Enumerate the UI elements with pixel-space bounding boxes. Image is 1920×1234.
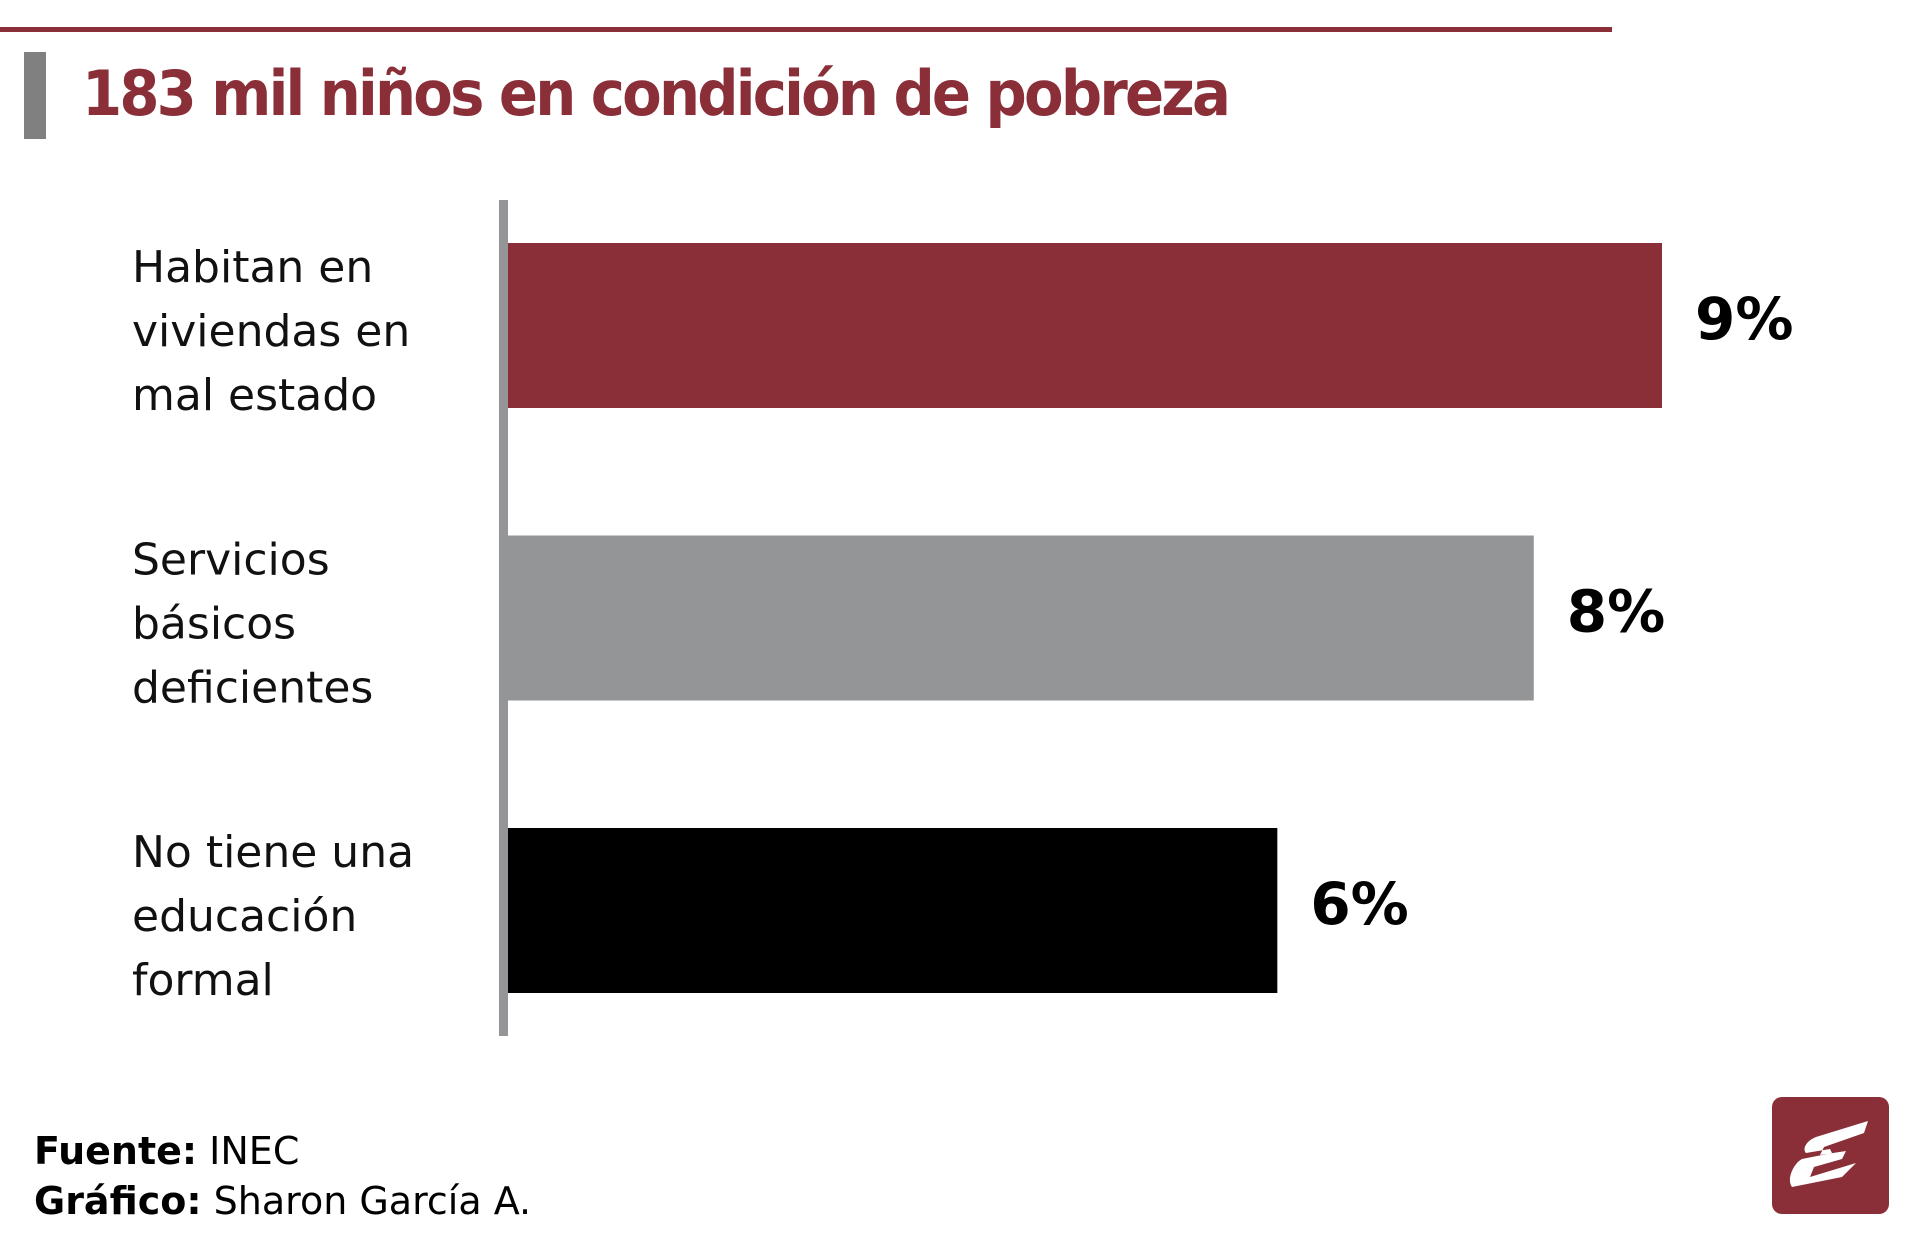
category-label-line: formal	[132, 955, 274, 1006]
category-label-line: básicos	[132, 599, 296, 650]
graphic-label: Gráfico:	[34, 1179, 202, 1223]
category-label-line: educación	[132, 891, 357, 942]
category-label-line: Servicios	[132, 535, 330, 586]
chart-footer: Fuente: INEC Gráfico: Sharon García A.	[34, 1126, 531, 1226]
category-label-line: deficientes	[132, 663, 373, 714]
bar-1	[508, 243, 1662, 408]
graphic-credit-value: Sharon García A.	[213, 1179, 532, 1223]
publisher-logo	[1772, 1097, 1889, 1214]
y-axis-line	[499, 200, 508, 1036]
bar-2	[508, 535, 1534, 701]
value-label-3: 6%	[1310, 870, 1408, 938]
category-label-3: No tiene una educación formal	[132, 827, 414, 1006]
category-label-2: Servicios básicos deficientes	[132, 535, 373, 714]
category-label-line: viviendas en	[132, 306, 410, 357]
source-label: Fuente:	[34, 1129, 198, 1173]
title-accent-bar	[24, 52, 46, 139]
graphic-credit-line: Gráfico: Sharon García A.	[34, 1176, 531, 1226]
source-line: Fuente: INEC	[34, 1126, 531, 1176]
e-logo-icon	[1789, 1121, 1868, 1187]
bar-3	[508, 828, 1278, 993]
chart-title: 183 mil niños en condición de pobreza	[82, 57, 1231, 130]
category-label-line: mal estado	[132, 370, 377, 421]
top-rule	[0, 27, 1612, 32]
source-value: INEC	[209, 1129, 300, 1173]
value-label-2: 8%	[1567, 578, 1665, 646]
category-label-1: Habitan en viviendas en mal estado	[132, 242, 410, 421]
category-label-line: Habitan en	[132, 242, 373, 293]
category-label-line: No tiene una	[132, 827, 414, 878]
value-label-1: 9%	[1695, 285, 1793, 353]
